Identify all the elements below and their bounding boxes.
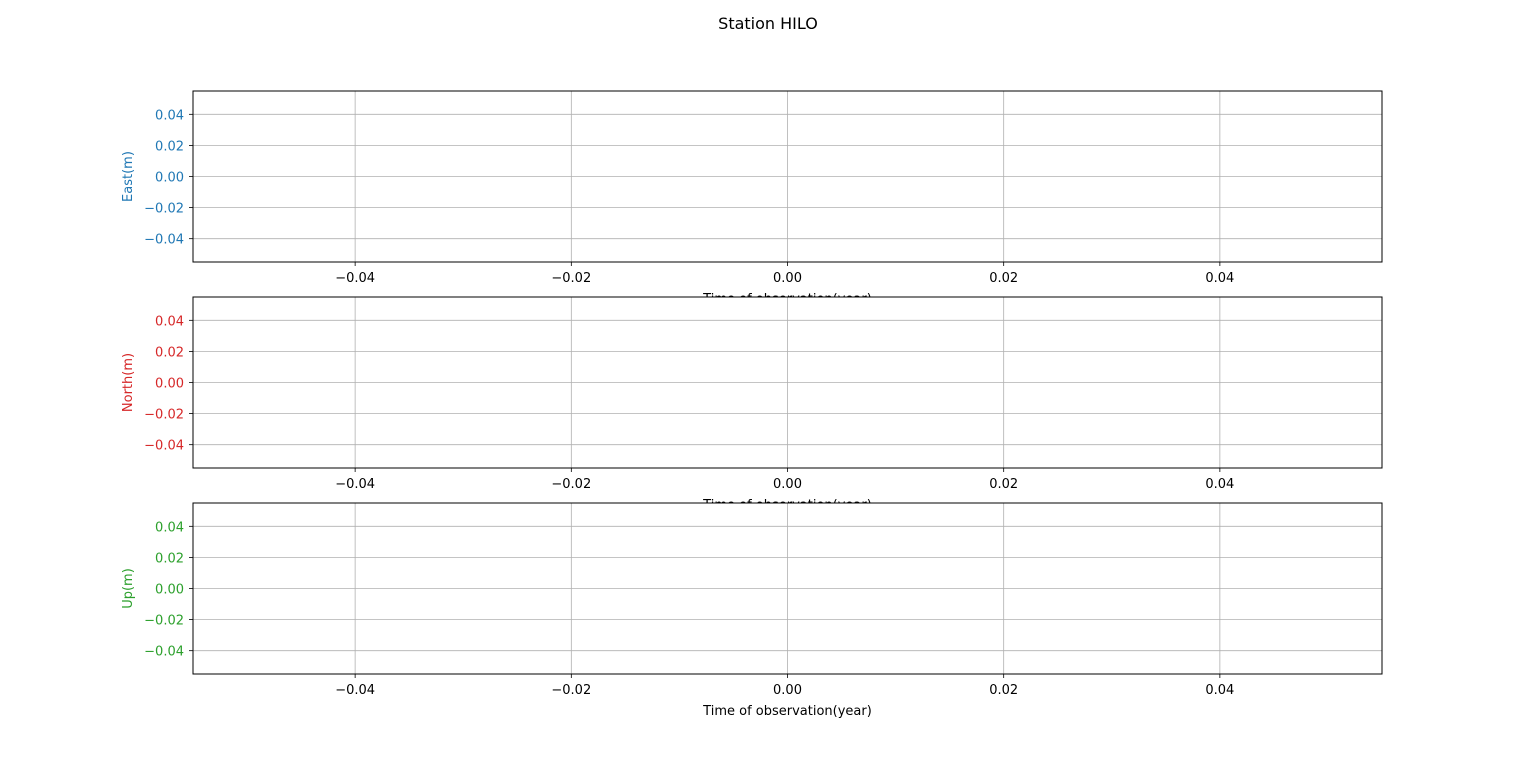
up-xtick-label: 0.02 — [989, 683, 1018, 698]
east-ylabel: East(m) — [121, 151, 136, 202]
east-ytick-label: 0.02 — [155, 139, 184, 154]
east-xtick-label: −0.04 — [335, 271, 375, 286]
north-ytick-label: −0.02 — [144, 408, 184, 423]
east-ytick-label: −0.02 — [144, 202, 184, 217]
up-ytick-label: −0.02 — [144, 614, 184, 629]
north-xtick-label: 0.02 — [989, 477, 1018, 492]
north-xtick-label: 0.00 — [773, 477, 802, 492]
subplot-panels: −0.04 −0.02 0.00 0.02 0.04 0.04 0.02 0.00 −0.02 −… — [121, 90, 1383, 719]
north-xtick-label: 0.04 — [1205, 477, 1234, 492]
east-panel: −0.04 −0.02 0.00 0.02 0.04 0.04 0.02 0.00 −0.02 −… — [121, 90, 1383, 309]
up-xtick-label: 0.04 — [1205, 683, 1234, 698]
east-ytick-label: 0.00 — [155, 171, 184, 186]
up-ylabel: Up(m) — [121, 568, 136, 609]
east-xtick-label: 0.02 — [989, 271, 1018, 286]
north-ytick-label: 0.04 — [155, 314, 184, 329]
up-xtick-label: −0.02 — [551, 683, 591, 698]
north-ytick-label: 0.00 — [155, 377, 184, 392]
up-panel: −0.04 −0.02 0.00 0.02 0.04 0.04 0.02 0.00 −0.02 −… — [121, 502, 1383, 719]
up-xtick-label: −0.04 — [335, 683, 375, 698]
east-xtick-label: 0.04 — [1205, 271, 1234, 286]
east-xtick-label: −0.02 — [551, 271, 591, 286]
up-ytick-label: −0.04 — [144, 645, 184, 660]
east-ytick-label: 0.04 — [155, 108, 184, 123]
up-xtick-label: 0.00 — [773, 683, 802, 698]
north-ylabel: North(m) — [121, 353, 136, 412]
north-ytick-label: 0.02 — [155, 345, 184, 360]
north-ytick-label: −0.04 — [144, 439, 184, 454]
figure-title: Station HILO — [718, 14, 818, 33]
east-xtick-label: 0.00 — [773, 271, 802, 286]
north-xtick-label: −0.04 — [335, 477, 375, 492]
up-ytick-label: 0.02 — [155, 551, 184, 566]
up-xlabel: Time of observation(year) — [702, 704, 872, 719]
up-ytick-label: 0.00 — [155, 583, 184, 598]
north-xtick-label: −0.02 — [551, 477, 591, 492]
east-ytick-label: −0.04 — [144, 233, 184, 248]
up-ytick-label: 0.04 — [155, 520, 184, 535]
